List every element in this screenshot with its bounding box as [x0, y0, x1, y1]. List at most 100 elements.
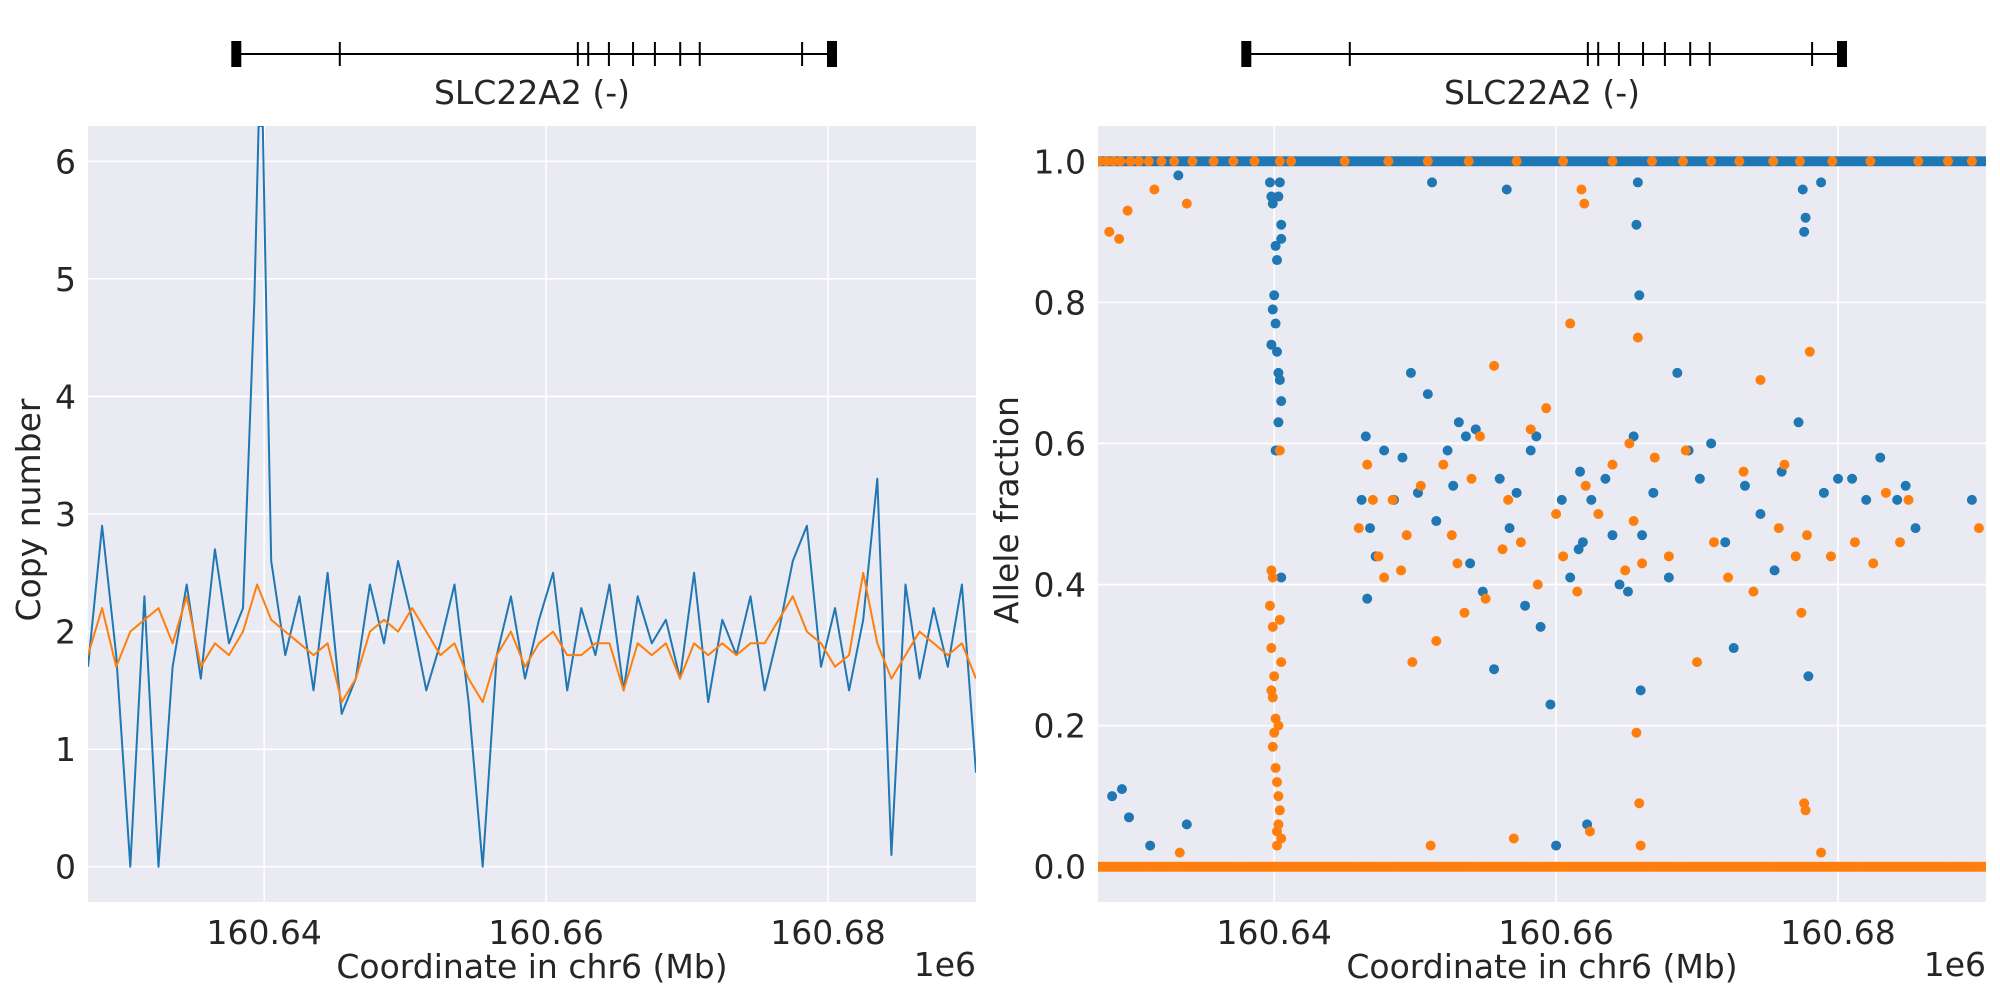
af-point-blue [1663, 572, 1674, 583]
af-point-blue [1460, 431, 1471, 442]
af-point-orange [1401, 530, 1412, 541]
af-point-blue-top [1979, 156, 1986, 167]
y-tick-label: 0.6 [1034, 424, 1086, 463]
af-point-blue [1276, 396, 1287, 407]
af-point-blue [1816, 177, 1827, 188]
af-point-orange [1272, 777, 1283, 788]
af-point-orange [1637, 558, 1648, 569]
af-point-blue [1847, 473, 1858, 484]
af-point-blue [1273, 191, 1284, 202]
y-axis-label-right: Allele fraction [987, 396, 1026, 624]
y-tick-label: 0.4 [1034, 566, 1086, 605]
af-point-blue [1720, 537, 1731, 548]
af-point-orange [1801, 530, 1812, 541]
af-point-blue [1833, 473, 1843, 484]
af-point-orange [1474, 431, 1485, 442]
plot-area-right [1098, 126, 1986, 902]
copy-number-raw-line [88, 126, 976, 868]
af-point-orange [1593, 509, 1604, 519]
x-tick-label: 160.64 [206, 913, 321, 952]
gene-track-right [1241, 41, 1847, 67]
y-tick-label: 0.8 [1034, 283, 1086, 322]
af-point-orange [1635, 840, 1646, 851]
af-point-orange-top [1156, 156, 1167, 167]
af-point-orange-top [1511, 156, 1522, 167]
af-point-orange-top [1115, 156, 1126, 167]
af-point-orange [1903, 494, 1914, 505]
af-point-blue [1107, 791, 1118, 802]
x-tick-label: 160.66 [488, 913, 603, 952]
af-point-orange [1532, 579, 1543, 590]
af-point-blue [1520, 600, 1531, 611]
af-point-orange [1266, 643, 1277, 654]
af-point-orange [1631, 727, 1642, 738]
af-point-orange [1825, 551, 1836, 562]
af-point-blue [1269, 290, 1280, 301]
af-point-orange-bottom [1979, 861, 1986, 872]
ticks-left: 160.64 160.66 160.68 0 1 2 3 4 5 6 [55, 142, 886, 952]
af-point-orange [1415, 480, 1426, 491]
y-tick-label: 3 [55, 495, 76, 534]
af-point-blue [1511, 487, 1522, 498]
af-point-orange [1849, 537, 1860, 548]
af-point-orange [1438, 459, 1449, 470]
af-point-blue [1397, 452, 1408, 463]
gene-end-exon [231, 41, 242, 67]
af-point-orange-top [1706, 156, 1717, 167]
af-point-orange-top [1942, 156, 1953, 167]
af-point-orange [1551, 509, 1562, 519]
af-point-orange-top [1913, 156, 1924, 167]
x-tick-label: 160.64 [1216, 913, 1331, 952]
x-tick-label: 160.68 [770, 913, 885, 952]
y-axis-label-left: Copy number [9, 398, 48, 621]
y-tick-label: 0.0 [1034, 848, 1086, 887]
af-point-blue [1632, 177, 1643, 188]
af-point-orange-top [1607, 156, 1618, 167]
af-point-orange [1607, 459, 1618, 470]
af-point-blue [1270, 240, 1281, 251]
af-point-orange [1779, 459, 1790, 470]
af-point-orange [1387, 494, 1398, 505]
af-point-blue [1739, 480, 1750, 491]
af-point-blue [1181, 819, 1192, 830]
af-point-blue [1755, 509, 1766, 519]
af-point-orange-top [1383, 156, 1394, 167]
af-point-blue [1637, 530, 1648, 541]
af-point-blue [1173, 170, 1184, 181]
af-point-blue [1966, 494, 1977, 505]
af-point-orange [1267, 692, 1278, 703]
af-point-orange [1755, 374, 1766, 385]
af-point-blue [1631, 219, 1642, 230]
af-point-blue [1273, 417, 1284, 428]
af-point-orange [1541, 403, 1552, 414]
af-point-orange [1624, 438, 1635, 449]
af-point-orange [1122, 205, 1133, 216]
af-point-blue [1556, 494, 1567, 505]
af-point-blue [1494, 473, 1505, 484]
af-point-blue [1577, 537, 1588, 548]
x-tick-label: 160.66 [1498, 913, 1613, 952]
af-point-blue [1793, 417, 1804, 428]
af-point-orange [1708, 537, 1719, 548]
af-point-orange [1276, 657, 1287, 668]
gene-track-left [231, 41, 837, 67]
af-point-orange [1558, 551, 1569, 562]
af-point-blue [1634, 290, 1645, 301]
af-point-orange [1270, 762, 1281, 773]
af-point-orange-top [1187, 156, 1198, 167]
af-point-blue [1489, 664, 1500, 675]
af-point-blue [1545, 699, 1556, 710]
af-point-orange [1663, 551, 1674, 562]
af-point-orange [1273, 720, 1284, 731]
af-point-blue [1622, 586, 1633, 597]
af-point-orange [1804, 346, 1815, 357]
allele-fraction-panel: SLC22A2 (-) 160.64 160.66 160.68 0.0 0.2 0.4 0… [987, 41, 1986, 986]
af-point-orange [1773, 523, 1784, 534]
af-point-blue [1800, 212, 1811, 223]
gene-end-exon [827, 41, 837, 67]
af-point-orange-top [1677, 156, 1688, 167]
af-point-orange [1396, 565, 1407, 576]
af-point-blue [1274, 177, 1285, 188]
af-point-blue [1551, 840, 1562, 851]
